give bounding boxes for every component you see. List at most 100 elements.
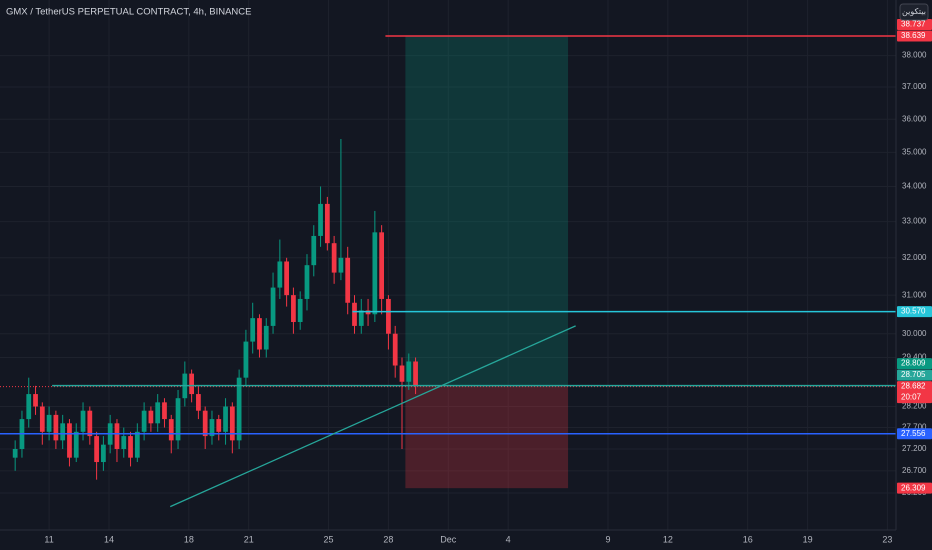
y-tick-label: 37.000 xyxy=(902,82,927,91)
candle-body xyxy=(229,406,235,441)
price-tag xyxy=(897,482,932,494)
candle-body xyxy=(284,261,289,296)
candle-body xyxy=(46,414,52,432)
candle-body xyxy=(60,423,66,441)
candle-body xyxy=(114,423,120,449)
candle-body xyxy=(209,419,215,437)
candle-body xyxy=(128,436,133,458)
candle-body xyxy=(250,318,256,342)
price-tag-label: 30.570 xyxy=(901,307,926,316)
y-tick-label: 29.400 xyxy=(902,353,927,362)
x-tick-label: 14 xyxy=(104,534,114,544)
x-tick-label: Dec xyxy=(440,534,457,544)
chart-title: GMX / TetherUS PERPETUAL CONTRACT, 4h, B… xyxy=(6,7,251,18)
candle-body xyxy=(399,365,405,382)
candle-body xyxy=(80,410,86,432)
price-tag xyxy=(897,19,932,31)
candle-body xyxy=(216,419,222,432)
x-tick-label: 12 xyxy=(663,534,673,544)
candle-body xyxy=(386,298,391,334)
trendline xyxy=(169,325,576,508)
candle-body xyxy=(263,325,269,350)
candle-body xyxy=(202,410,208,437)
y-tick-label: 27.200 xyxy=(902,444,927,453)
x-tick-label: 4 xyxy=(506,534,511,544)
price-tag xyxy=(897,358,932,370)
candle-body xyxy=(345,257,351,303)
candle-body xyxy=(297,298,303,323)
y-tick-label: 32.000 xyxy=(902,253,927,262)
y-tick-label: 31.000 xyxy=(902,290,927,299)
candle-body xyxy=(162,402,167,420)
price-tag-label: 27.556 xyxy=(901,429,926,438)
price-tag xyxy=(897,381,932,404)
price-tag-label: 28.705 xyxy=(901,370,926,379)
candle-body xyxy=(291,295,296,323)
candle-body xyxy=(141,410,147,432)
candle-body xyxy=(73,431,79,458)
candle-body xyxy=(148,410,154,424)
candle-body xyxy=(413,361,418,386)
candle-body xyxy=(318,203,323,236)
candle-body xyxy=(39,406,45,432)
x-tick-label: 18 xyxy=(184,534,194,544)
candle-body xyxy=(372,232,378,315)
price-tag-label: 38.737 xyxy=(901,20,926,29)
candle-body xyxy=(67,423,72,458)
candle-body xyxy=(12,448,18,458)
countdown: 20:07 xyxy=(901,393,922,402)
candle-body xyxy=(155,402,161,424)
x-tick-label: 28 xyxy=(383,534,393,544)
candle-body xyxy=(358,310,364,326)
candle-body xyxy=(243,341,249,378)
price-tag xyxy=(897,306,932,318)
button[interactable] xyxy=(899,3,929,21)
price-tag-label: 28.682 xyxy=(901,382,926,391)
x-tick-label: 19 xyxy=(803,534,813,544)
loss-zone xyxy=(405,386,569,489)
candle-body xyxy=(189,373,194,395)
candle-body xyxy=(121,436,127,449)
price-tag-label: 38.639 xyxy=(901,31,926,40)
candle-body xyxy=(94,436,99,463)
candle-body xyxy=(270,287,276,326)
candle-body xyxy=(324,203,330,244)
candle-body xyxy=(365,310,371,315)
y-tick-label: 33.000 xyxy=(902,217,927,226)
candle-body xyxy=(352,302,357,326)
x-tick-label: 9 xyxy=(605,534,610,544)
price-tag-label: 26.309 xyxy=(901,483,926,492)
y-tick-label: 34.000 xyxy=(902,182,927,191)
candle-body xyxy=(277,261,283,288)
candle-body xyxy=(392,333,398,366)
x-tick-label: 11 xyxy=(44,534,53,544)
candle-body xyxy=(338,257,344,273)
button-label[interactable]: بیتکوین xyxy=(902,7,926,16)
x-tick-label: 16 xyxy=(743,534,753,544)
candle-body xyxy=(304,265,310,299)
candle-body xyxy=(379,232,385,299)
candle-body xyxy=(87,410,93,437)
x-tick-label: 23 xyxy=(882,534,892,544)
y-tick-label: 30.000 xyxy=(902,329,927,338)
y-tick-label: 35.000 xyxy=(902,147,927,156)
x-tick-label: 21 xyxy=(244,534,254,544)
candle-body xyxy=(101,444,106,463)
price-tag-label: 28.809 xyxy=(901,359,926,368)
y-tick-label: 38.000 xyxy=(902,51,927,60)
candle-body xyxy=(406,361,412,382)
price-tag xyxy=(897,369,932,381)
x-tick-label: 25 xyxy=(324,534,334,544)
candle-body xyxy=(236,377,242,441)
price-axis xyxy=(896,0,932,550)
candle-body xyxy=(175,398,181,441)
candle-body xyxy=(196,394,201,411)
price-tag xyxy=(897,428,932,440)
y-tick-label: 28.200 xyxy=(902,402,927,411)
y-tick-label: 26.700 xyxy=(902,466,927,475)
candle-body xyxy=(257,318,262,350)
candle-body xyxy=(168,419,174,441)
candle-body xyxy=(26,394,32,420)
